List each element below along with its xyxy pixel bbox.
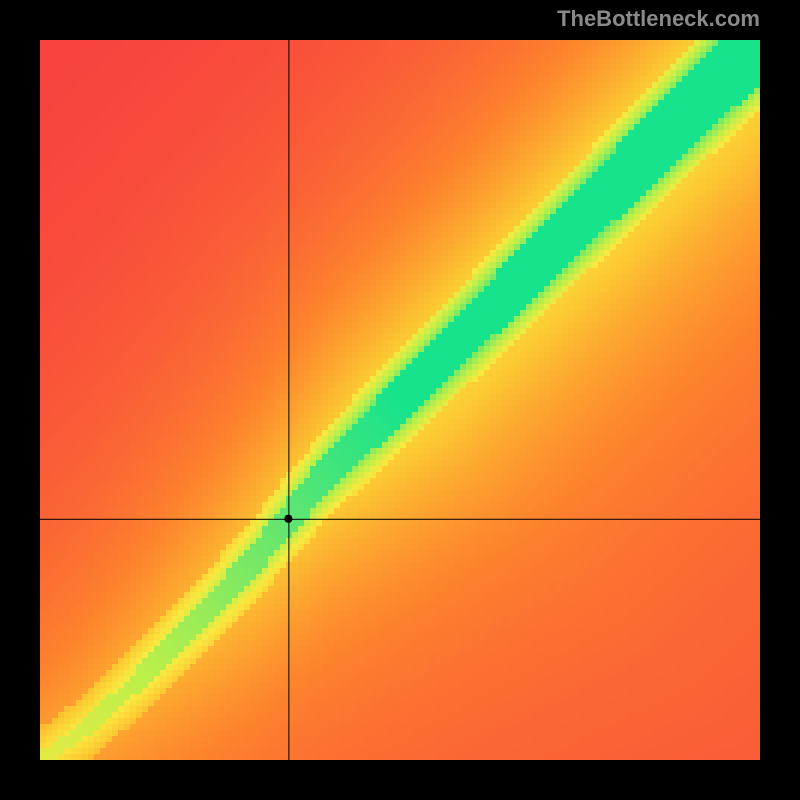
chart-container: TheBottleneck.com: [0, 0, 800, 800]
plot-area: [40, 40, 760, 760]
heatmap-canvas: [40, 40, 760, 760]
watermark-text: TheBottleneck.com: [557, 6, 760, 32]
